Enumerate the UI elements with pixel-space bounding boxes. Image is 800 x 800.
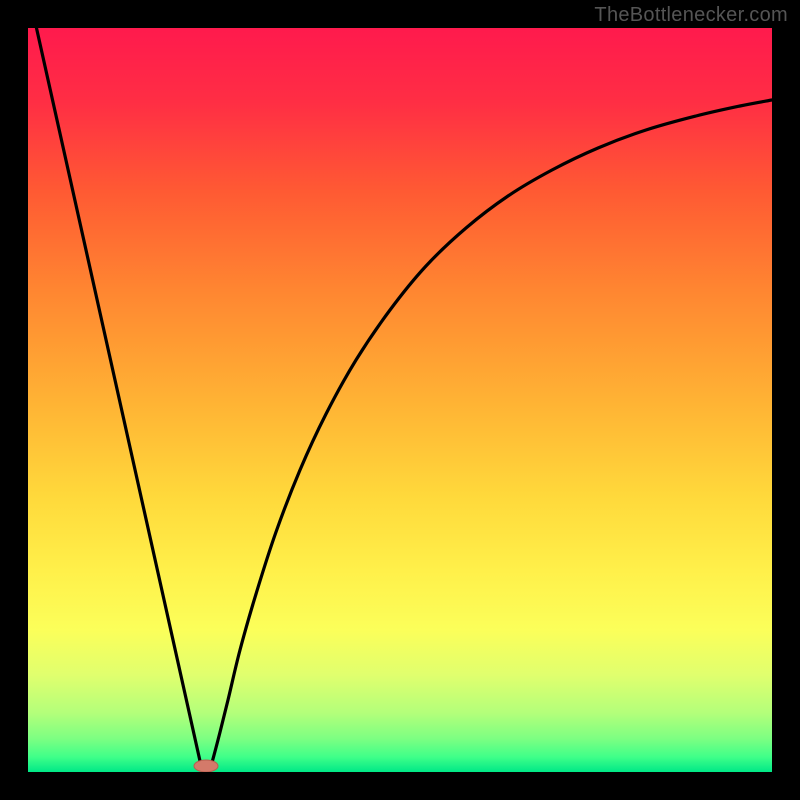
gradient-background: [28, 28, 772, 772]
border-bottom: [0, 772, 800, 800]
chart-container: TheBottlenecker.com: [0, 0, 800, 800]
minimum-marker: [194, 760, 218, 772]
plot-svg: [28, 28, 772, 772]
plot-area: [28, 28, 772, 772]
border-left: [0, 0, 28, 800]
border-right: [772, 0, 800, 800]
watermark-text: TheBottlenecker.com: [594, 4, 788, 27]
